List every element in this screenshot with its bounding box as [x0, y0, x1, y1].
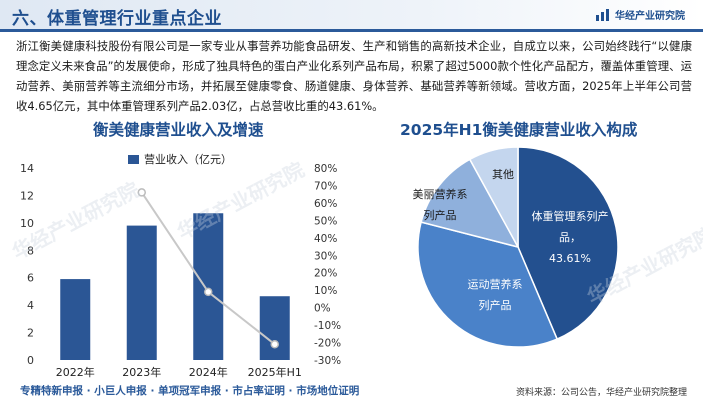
y-tick-label: 10 [20, 217, 34, 230]
page-header [0, 0, 703, 32]
x-tick-label: 2024年 [189, 365, 228, 379]
y2-tick-label: -10% [314, 320, 341, 332]
pie-slice-label: 体重管理系列产品， 43.61% [532, 209, 609, 265]
y2-tick-label: 60% [314, 198, 337, 210]
section-title: 六、体重管理行业重点企业 [12, 9, 222, 29]
y-tick-label: 4 [27, 299, 34, 312]
x-tick-label: 2023年 [122, 365, 161, 379]
bar-chart-title: 衡美健康营业收入及增速 [93, 121, 264, 139]
revenue-bar [193, 213, 224, 360]
pie-chart-title: 2025年H1衡美健康营业收入构成 [400, 121, 638, 139]
y-tick-label: 8 [27, 244, 34, 257]
growth-point [137, 188, 146, 197]
y2-tick-label: 20% [314, 268, 337, 280]
pie-slice [417, 221, 559, 348]
pie-slice [517, 146, 619, 341]
y2-tick-label: 70% [314, 180, 337, 192]
brand: 华经产业研究院 [596, 7, 685, 22]
growth-point [270, 340, 279, 349]
y-tick-label: 14 [20, 162, 34, 175]
y2-tick-label: 0% [314, 303, 331, 315]
revenue-bar [259, 296, 290, 360]
y2-tick-label: 30% [314, 250, 337, 262]
y2-tick-label: -20% [314, 338, 341, 350]
y2-tick-label: 50% [314, 215, 337, 227]
pie-slice-label: 其他 [492, 168, 514, 181]
data-source: 资料来源：公司公告，华经产业研究院整理 [515, 388, 687, 398]
revenue-pie-chart: 体重管理系列产品， 43.61% 运动营养系列产品 美丽营养系列产品 其他 [413, 146, 619, 348]
revenue-bar [60, 279, 91, 360]
legend-label: 营业收入（亿元） [144, 152, 232, 166]
y-tick-label: 0 [27, 354, 34, 367]
footer-services: 专精特新申报 · 小巨人申报 · 单项冠军申报 · 市占率证明 · 市场地位证明 [20, 385, 360, 397]
revenue-bar [126, 225, 157, 360]
y-tick-label: 12 [20, 189, 34, 202]
x-tick-label: 2025年H1 [248, 365, 302, 379]
y2-tick-label: -30% [314, 355, 341, 367]
revenue-bar-chart: 营业收入（亿元） 0 2 4 6 8 10 12 14 -30% -20% -10% 0% 10% 20% 3… [20, 152, 341, 379]
y-tick-label: 6 [27, 272, 34, 285]
brand-name: 华经产业研究院 [615, 11, 685, 22]
growth-point [204, 287, 213, 297]
legend-swatch [128, 155, 139, 164]
y2-tick-label: 80% [314, 163, 337, 175]
pie-slice [420, 158, 520, 249]
intro-paragraph: 浙江衡美健康科技股份有限公司是一家专业从事营养功能食品研发、生产和销售的高新技术… [16, 39, 692, 113]
y2-tick-label: 40% [314, 233, 337, 245]
y2-tick-label: 10% [314, 285, 337, 297]
pie-slice-label: 美丽营养系列产品 [413, 187, 468, 222]
header-underline [0, 29, 703, 32]
pie-slice-label: 运动营养系列产品 [468, 277, 523, 312]
y-tick-label: 2 [27, 327, 34, 340]
x-tick-label: 2022年 [56, 365, 95, 379]
pie-slice [468, 146, 519, 248]
brand-logo-icon [596, 8, 609, 21]
